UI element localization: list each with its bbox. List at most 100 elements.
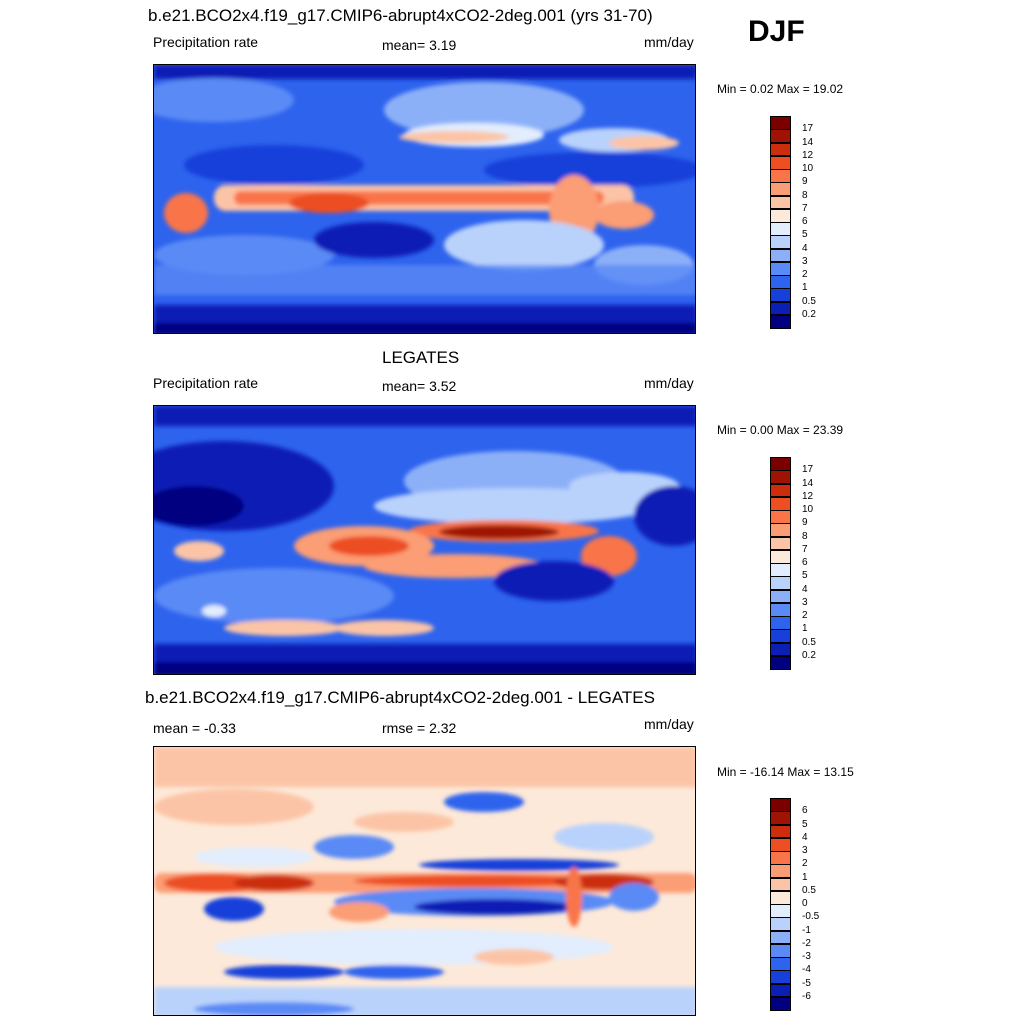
colorbar-level-label: 3: [802, 845, 808, 856]
colorbar-level-label: 2: [802, 269, 808, 280]
colorbar-level-label: 3: [802, 255, 808, 267]
panel-model-variable: Precipitation rate: [153, 34, 259, 50]
colorbar-box: [770, 890, 791, 905]
colorbar-box: [770, 169, 791, 183]
colorbar-box: [770, 904, 791, 918]
season-label: DJF: [748, 15, 805, 48]
colorbar-level-label: 1: [802, 282, 808, 294]
colorbar-box: [770, 129, 791, 144]
colorbar-level-label: 9: [802, 517, 808, 529]
panel-diff-map: [153, 746, 696, 1016]
colorbar-level-label: 12: [802, 149, 814, 161]
colorbar-box: [770, 917, 791, 932]
colorbar-box: [770, 655, 791, 670]
colorbar-level-label: -0.5: [802, 911, 820, 923]
panel-model-title: b.e21.BCO2x4.f19_g17.CMIP6-abrupt4xCO2-2…: [148, 6, 653, 25]
colorbar-box: [770, 116, 791, 130]
colorbar-level-label: 6: [802, 557, 808, 568]
panel-obs-minmax: Min = 0.00 Max = 23.39: [717, 423, 844, 437]
colorbar-level-label: 6: [802, 216, 808, 227]
colorbar-box: [770, 261, 791, 276]
colorbar-level-label: 3: [802, 596, 808, 608]
colorbar-level-label: 1: [802, 623, 808, 635]
colorbar-level-label: 7: [802, 543, 808, 555]
colorbar-box: [770, 222, 791, 236]
colorbar-box: [770, 957, 791, 971]
panel-diff-colorbar: 6 5 4 3 2 1 0.5 0 -0.5 -1 -2 -3 -4 -5 -6: [770, 798, 819, 1011]
colorbar-level-label: 0.5: [802, 636, 816, 648]
colorbar-level-label: 14: [802, 136, 814, 148]
colorbar-level-label: 4: [802, 583, 808, 595]
panel-diff-minmax: Min = -16.14 Max = 13.15: [717, 765, 854, 779]
colorbar-box: [770, 563, 791, 577]
colorbar-level-label: -1: [802, 924, 811, 936]
colorbar-level-label: 8: [802, 189, 808, 201]
panel-obs-colorbar: 17 14 12 10 9 8 7 6 5 4 3 2 1 0.5 0.2: [770, 457, 816, 670]
colorbar-level-label: 0.2: [802, 649, 816, 661]
colorbar-level-label: 10: [802, 163, 814, 174]
colorbar-box: [770, 589, 791, 604]
colorbar-box: [770, 523, 791, 538]
colorbar-box: [770, 155, 791, 170]
colorbar-level-label: -3: [802, 951, 811, 962]
colorbar-level-label: -6: [802, 990, 811, 1002]
colorbar-level-label: 12: [802, 490, 814, 502]
colorbar-box: [770, 182, 791, 197]
colorbar-level-label: 6: [802, 805, 808, 817]
colorbar-box: [770, 943, 791, 958]
colorbar-box: [770, 602, 791, 617]
colorbar-box: [770, 864, 791, 879]
colorbar-box: [770, 811, 791, 826]
panel-diff-rmse: rmse = 2.32: [382, 720, 457, 736]
colorbar-level-label: 17: [802, 464, 814, 476]
panel-obs-map: [153, 405, 696, 675]
colorbar-box: [770, 301, 791, 316]
panel-model-units: mm/day: [644, 34, 694, 50]
colorbar-level-label: 0.5: [802, 295, 816, 307]
colorbar-level-label: 8: [802, 530, 808, 542]
colorbar-level-label: 10: [802, 504, 814, 515]
colorbar-box: [770, 983, 791, 998]
colorbar-box: [770, 510, 791, 524]
panel-obs-mean: mean= 3.52: [382, 378, 457, 394]
colorbar-level-label: 14: [802, 477, 814, 489]
colorbar-box: [770, 837, 791, 852]
colorbar-box: [770, 536, 791, 551]
colorbar-box: [770, 288, 791, 303]
panel-obs-title: LEGATES: [382, 348, 460, 367]
colorbar-level-label: -5: [802, 977, 811, 989]
colorbar-box: [770, 970, 791, 985]
colorbar-box: [770, 930, 791, 945]
colorbar-level-label: -2: [802, 937, 811, 949]
panel-diff-units: mm/day: [644, 716, 694, 732]
colorbar-level-label: 1: [802, 871, 808, 883]
colorbar-box: [770, 549, 791, 564]
colorbar-level-label: 0: [802, 898, 808, 909]
colorbar-level-label: 17: [802, 123, 814, 135]
colorbar-box: [770, 642, 791, 657]
colorbar-box: [770, 235, 791, 250]
colorbar-box: [770, 457, 791, 471]
colorbar-level-label: 4: [802, 831, 808, 843]
colorbar-level-label: 0.5: [802, 884, 816, 896]
colorbar-box: [770, 314, 791, 329]
panel-model-colorbar: 17 14 12 10 9 8 7 6 5 4 3 2 1 0.5 0.2: [770, 116, 816, 329]
colorbar-box: [770, 877, 791, 892]
colorbar-level-label: 2: [802, 858, 808, 870]
colorbar-box: [770, 483, 791, 498]
panel-obs-units: mm/day: [644, 375, 694, 391]
colorbar-box: [770, 629, 791, 644]
colorbar-box: [770, 798, 791, 812]
colorbar-level-label: 5: [802, 570, 808, 582]
colorbar-box: [770, 616, 791, 630]
colorbar-box: [770, 195, 791, 210]
colorbar-box: [770, 576, 791, 591]
colorbar-box: [770, 248, 791, 263]
colorbar-box: [770, 996, 791, 1011]
panel-obs-variable: Precipitation rate: [153, 375, 259, 391]
colorbar-level-label: 5: [802, 818, 808, 830]
colorbar-box: [770, 142, 791, 157]
colorbar-level-label: 4: [802, 242, 808, 254]
colorbar-level-label: 2: [802, 610, 808, 621]
panel-diff-mean: mean = -0.33: [153, 720, 236, 736]
